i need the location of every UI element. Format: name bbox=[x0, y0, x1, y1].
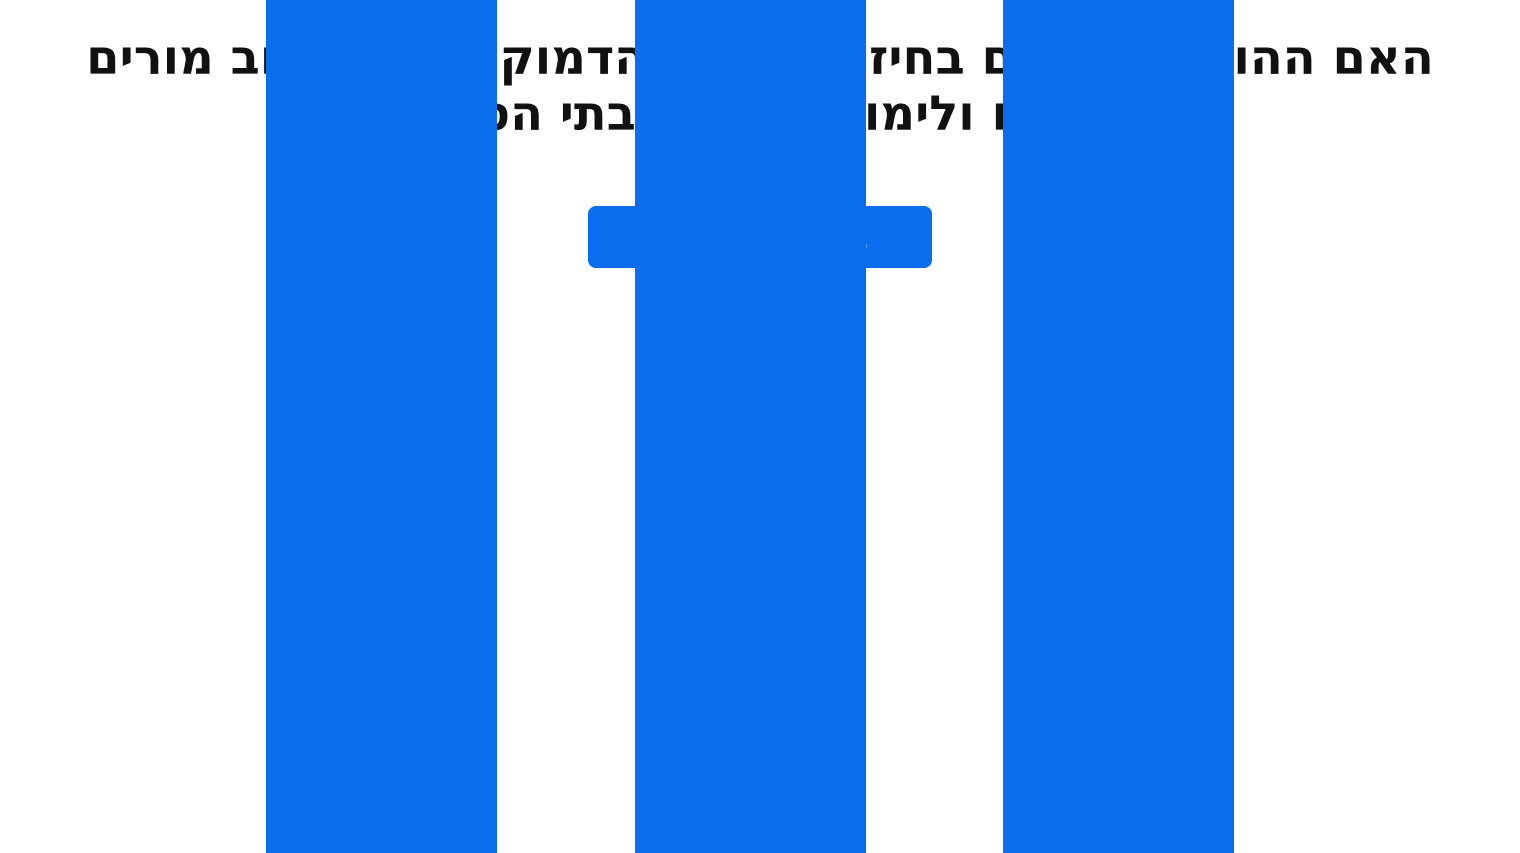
bar-3 bbox=[1003, 0, 1234, 853]
bars-group bbox=[266, 0, 1234, 853]
bar-2 bbox=[635, 0, 866, 853]
bar-1 bbox=[266, 0, 497, 853]
